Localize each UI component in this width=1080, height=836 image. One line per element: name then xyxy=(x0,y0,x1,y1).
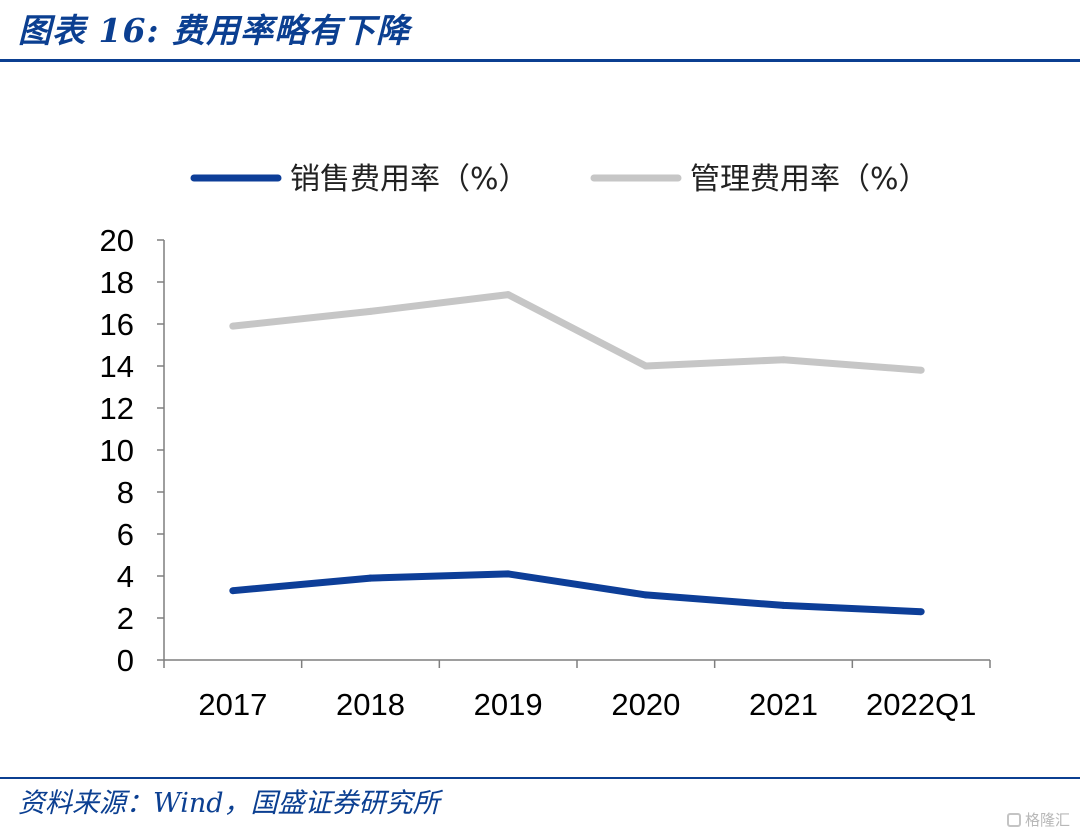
x-tick-label: 2021 xyxy=(749,687,818,722)
y-tick-label: 18 xyxy=(100,265,134,300)
x-tick-label: 2019 xyxy=(474,687,543,722)
legend-label-1: 销售费用率（%） xyxy=(290,162,529,197)
header-rule xyxy=(0,59,1080,62)
chart-series xyxy=(229,291,925,616)
y-tick-label: 0 xyxy=(117,643,134,678)
chart-axes: 0 2 4 6 8 10 12 14 16 18 20 2017 2018 2019 2020 2021 202… xyxy=(100,223,991,722)
figure-header: 图表 16: 费用率略有下降 xyxy=(0,0,1080,64)
watermark: 格隆汇 xyxy=(1006,809,1070,830)
y-tick-label: 6 xyxy=(117,517,134,552)
watermark-logo-icon xyxy=(1006,812,1021,827)
series-1-point xyxy=(367,574,374,582)
x-tick-label: 2018 xyxy=(336,687,405,722)
series-1-point xyxy=(917,608,925,616)
y-tick-label: 8 xyxy=(117,475,134,510)
chart-legend: 销售费用率（%） 管理费用率（%） xyxy=(190,162,929,197)
series-2-point xyxy=(367,307,374,315)
x-tick-label: 2017 xyxy=(198,687,267,722)
series-line-2 xyxy=(232,291,922,374)
series-2-point xyxy=(917,366,925,374)
watermark-text: 格隆汇 xyxy=(1024,811,1070,829)
series-2-point xyxy=(229,322,237,330)
y-tick-label: 14 xyxy=(100,349,134,384)
y-tick-label: 20 xyxy=(100,223,134,258)
y-tick-label: 16 xyxy=(100,307,134,342)
legend-label-2: 管理费用率（%） xyxy=(690,162,929,197)
y-tick-label: 2 xyxy=(117,601,134,636)
series-1-point xyxy=(229,587,237,595)
series-2-point xyxy=(642,362,650,370)
y-tick-label: 10 xyxy=(100,433,134,468)
series-1-point xyxy=(504,570,512,578)
series-2-point xyxy=(504,291,512,299)
x-tick-label: 2020 xyxy=(611,687,680,722)
series-1-point xyxy=(780,601,787,609)
footer-rule xyxy=(0,777,1080,779)
series-2-point xyxy=(780,356,787,364)
source-note: 资料来源：Wind，国盛证券研究所 xyxy=(18,788,440,819)
series-1-point xyxy=(642,591,650,599)
series-line-1 xyxy=(232,570,922,616)
x-tick-label: 2022Q1 xyxy=(866,687,976,722)
y-tick-label: 4 xyxy=(117,559,134,594)
figure-title: 图表 16: 费用率略有下降 xyxy=(18,11,411,50)
y-tick-label: 12 xyxy=(100,391,134,426)
